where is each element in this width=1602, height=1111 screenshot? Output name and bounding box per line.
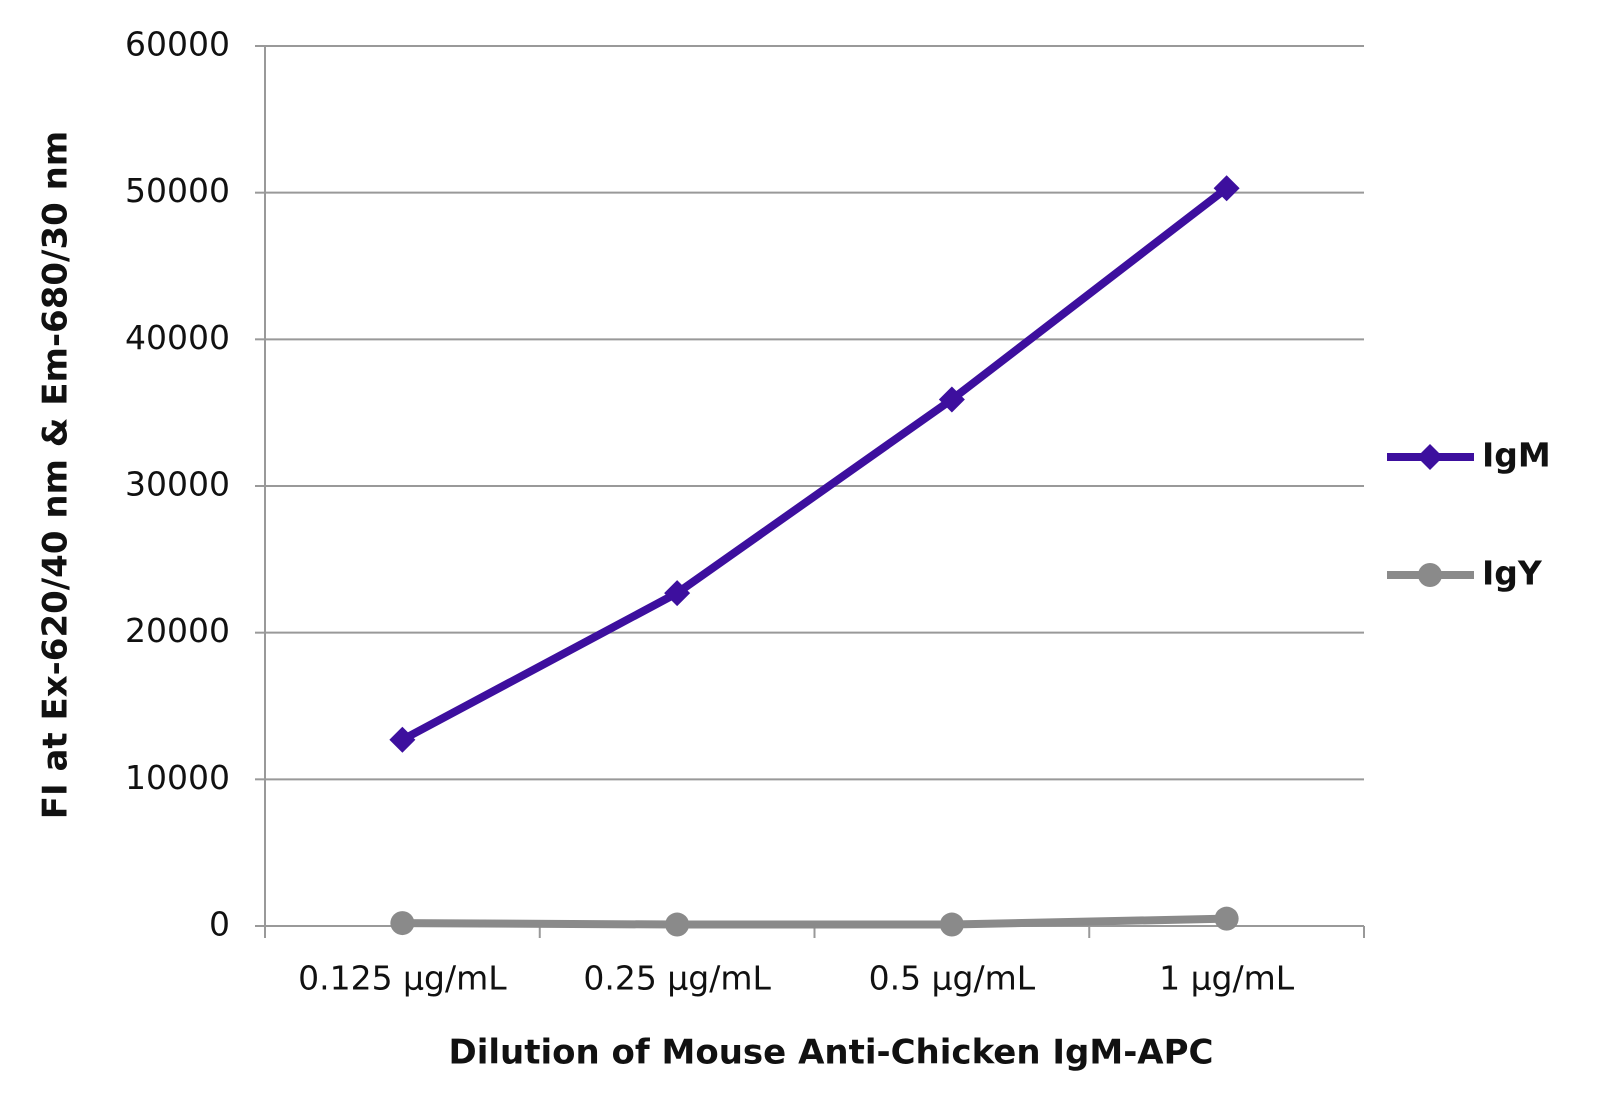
legend-marker: [1418, 563, 1442, 587]
x-axis-title: Dilution of Mouse Anti-Chicken IgM-APC: [449, 1033, 1214, 1073]
data-point: [390, 911, 415, 936]
data-point: [1214, 906, 1239, 931]
x-tick-label: 0.25 µg/mL: [583, 959, 771, 998]
series-line: [402, 914, 1227, 929]
y-tick-label: 10000: [125, 758, 230, 797]
x-tick-label: 0.125 µg/mL: [298, 959, 507, 998]
y-tick-label: 40000: [125, 318, 230, 357]
x-tick-label: 1 µg/mL: [1159, 959, 1295, 998]
x-tick-label: 0.5 µg/mL: [869, 959, 1036, 998]
legend-marker: [1417, 444, 1443, 470]
y-axis-title: FI at Ex-620/40 nm & Em-680/30 nm: [36, 131, 76, 819]
data-point: [938, 386, 965, 413]
y-tick-label: 50000: [125, 171, 230, 210]
legend-label: IgY: [1482, 554, 1543, 593]
legend-label: IgM: [1482, 436, 1551, 475]
y-tick-label: 0: [209, 905, 230, 944]
series-line: [400, 185, 1230, 744]
data-point: [939, 912, 964, 937]
data-point: [665, 912, 690, 937]
y-tick-label: 30000: [125, 465, 230, 504]
data-point: [389, 726, 416, 753]
y-tick-label: 20000: [125, 611, 230, 650]
y-tick-label: 60000: [125, 25, 230, 64]
data-point: [1213, 175, 1240, 202]
data-point: [664, 580, 691, 607]
